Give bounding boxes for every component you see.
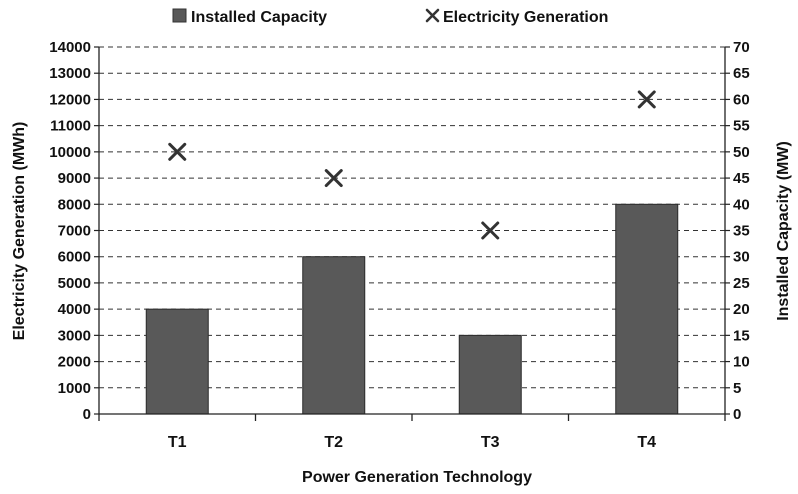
marker-t1: [168, 142, 187, 161]
left-tick-label: 4000: [58, 301, 91, 318]
marker-t2: [324, 169, 343, 188]
right-tick-label: 10: [733, 354, 750, 371]
x-axis-title: Power Generation Technology: [302, 469, 532, 486]
x-axis-categories: T1 T2 T3 T4: [168, 434, 656, 451]
left-tick-label: 7000: [58, 223, 91, 240]
right-tick-label: 70: [733, 39, 750, 56]
category-label-t4: T4: [637, 434, 656, 451]
legend-marker-x-icon: [425, 8, 440, 23]
left-tick-label: 0: [83, 406, 91, 423]
category-label-t1: T1: [168, 434, 187, 451]
left-tick-label: 1000: [58, 380, 91, 397]
legend-swatch-installed-capacity: [172, 8, 187, 23]
right-tick-label: 35: [733, 223, 750, 240]
left-tick-label: 5000: [58, 275, 91, 292]
marker-t4: [637, 90, 656, 109]
legend: Installed Capacity Electricity Generatio…: [172, 8, 608, 26]
legend-label-installed-capacity: Installed Capacity: [191, 9, 327, 26]
right-tick-label: 60: [733, 91, 750, 108]
left-tick-label: 12000: [49, 91, 91, 108]
left-tick-label: 6000: [58, 249, 91, 266]
bar-t2: [302, 256, 366, 415]
axes: [94, 46, 730, 421]
bars: [145, 203, 679, 415]
right-tick-label: 25: [733, 275, 750, 292]
left-tick-label: 9000: [58, 170, 91, 187]
left-tick-label: 13000: [49, 65, 91, 82]
right-tick-label: 0: [733, 406, 741, 423]
marker-t3: [481, 221, 500, 240]
left-tick-label: 8000: [58, 196, 91, 213]
right-tick-label: 55: [733, 118, 750, 135]
legend-label-electricity-generation: Electricity Generation: [443, 9, 608, 26]
right-tick-label: 40: [733, 196, 750, 213]
left-tick-label: 14000: [49, 39, 91, 56]
left-axis-ticks: 0 1000 2000 3000 4000 5000 6000 7000 8000 9000 100…: [49, 39, 91, 423]
bar-t4: [615, 203, 679, 415]
category-label-t3: T3: [481, 434, 500, 451]
bar-t1: [145, 308, 209, 415]
right-tick-label: 15: [733, 327, 750, 344]
bar-t3: [458, 334, 522, 415]
right-tick-label: 65: [733, 65, 750, 82]
category-label-t2: T2: [324, 434, 343, 451]
right-tick-label: 5: [733, 380, 741, 397]
right-tick-label: 50: [733, 144, 750, 161]
markers: [168, 90, 656, 240]
right-tick-label: 45: [733, 170, 750, 187]
left-tick-label: 2000: [58, 354, 91, 371]
left-axis-title: Electricity Generation (MWh): [11, 122, 28, 341]
right-axis-ticks: 0 5 10 15 20 25 30 35 40 45 50 55 60 65 70: [733, 39, 750, 423]
left-tick-label: 3000: [58, 327, 91, 344]
right-tick-label: 30: [733, 249, 750, 266]
right-tick-label: 20: [733, 301, 750, 318]
right-axis-title: Installed Capacity (MW): [775, 141, 792, 321]
left-tick-label: 11000: [50, 118, 91, 135]
left-tick-label: 10000: [49, 144, 91, 161]
